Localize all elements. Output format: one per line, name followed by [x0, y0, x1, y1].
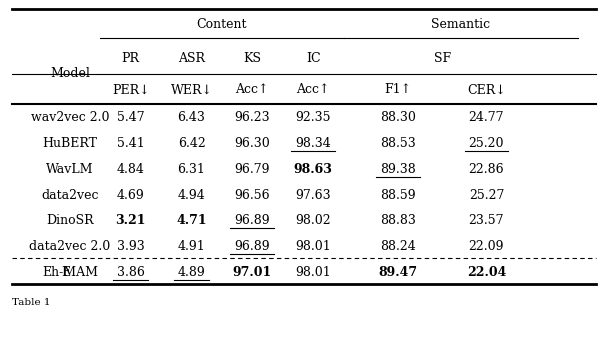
Text: IC: IC	[306, 52, 320, 64]
Text: 25.27: 25.27	[469, 189, 504, 201]
Text: 89.38: 89.38	[381, 163, 416, 176]
Text: 4.69: 4.69	[117, 189, 145, 201]
Text: 98.63: 98.63	[294, 163, 333, 176]
Text: 97.01: 97.01	[233, 266, 272, 278]
Text: 97.63: 97.63	[295, 189, 331, 201]
Text: 96.56: 96.56	[235, 189, 270, 201]
Text: CER↓: CER↓	[467, 83, 506, 96]
Text: 23.57: 23.57	[469, 214, 504, 227]
Text: 96.79: 96.79	[235, 163, 270, 176]
Text: 88.59: 88.59	[381, 189, 416, 201]
Text: Table 1: Table 1	[12, 298, 50, 307]
Text: PR: PR	[122, 52, 140, 64]
Text: HuBERT: HuBERT	[43, 137, 97, 150]
Text: 98.34: 98.34	[295, 137, 331, 150]
Text: PER↓: PER↓	[112, 83, 150, 96]
Text: WavLM: WavLM	[46, 163, 94, 176]
Text: 4.91: 4.91	[178, 240, 206, 253]
Text: Acc↑: Acc↑	[296, 83, 330, 96]
Text: 22.86: 22.86	[469, 163, 504, 176]
Text: 96.89: 96.89	[235, 240, 270, 253]
Text: 96.23: 96.23	[235, 112, 270, 124]
Text: 25.20: 25.20	[469, 137, 504, 150]
Text: Model: Model	[50, 68, 90, 80]
Text: Eh-MAM: Eh-MAM	[42, 266, 98, 278]
Text: 4.84: 4.84	[117, 163, 145, 176]
Text: DinoSR: DinoSR	[46, 214, 94, 227]
Text: 88.24: 88.24	[381, 240, 416, 253]
Text: 98.02: 98.02	[295, 214, 331, 227]
Text: 4.94: 4.94	[178, 189, 206, 201]
Text: 3.86: 3.86	[117, 266, 145, 278]
Text: 22.04: 22.04	[467, 266, 506, 278]
Text: 24.77: 24.77	[469, 112, 504, 124]
Text: data2vec 2.0: data2vec 2.0	[29, 240, 111, 253]
Text: data2vec: data2vec	[41, 189, 98, 201]
Text: 98.01: 98.01	[295, 266, 331, 278]
Text: 6.42: 6.42	[178, 137, 206, 150]
Text: 96.30: 96.30	[235, 137, 270, 150]
Text: KS: KS	[243, 52, 261, 64]
Text: wav2vec 2.0: wav2vec 2.0	[30, 112, 109, 124]
Text: SF: SF	[434, 52, 451, 64]
Text: 5.41: 5.41	[117, 137, 145, 150]
Text: 89.47: 89.47	[379, 266, 418, 278]
Text: 22.09: 22.09	[469, 240, 504, 253]
Text: 92.35: 92.35	[295, 112, 331, 124]
Text: 88.83: 88.83	[380, 214, 416, 227]
Text: 4.89: 4.89	[178, 266, 206, 278]
Text: 4.71: 4.71	[176, 214, 207, 227]
Text: 6.31: 6.31	[178, 163, 206, 176]
Text: 6.43: 6.43	[178, 112, 206, 124]
Text: Acc↑: Acc↑	[235, 83, 269, 96]
Text: Content: Content	[196, 18, 247, 31]
Text: ASR: ASR	[178, 52, 205, 64]
Text: 88.30: 88.30	[380, 112, 416, 124]
Text: WER↓: WER↓	[170, 83, 213, 96]
Text: 96.89: 96.89	[235, 214, 270, 227]
Text: 3.21: 3.21	[116, 214, 146, 227]
Text: 88.53: 88.53	[381, 137, 416, 150]
Text: E: E	[59, 266, 68, 278]
Text: F1↑: F1↑	[385, 83, 412, 96]
Text: 3.93: 3.93	[117, 240, 145, 253]
Text: 98.01: 98.01	[295, 240, 331, 253]
Text: Semantic: Semantic	[431, 18, 490, 31]
Text: 5.47: 5.47	[117, 112, 145, 124]
Text: E: E	[61, 266, 70, 278]
